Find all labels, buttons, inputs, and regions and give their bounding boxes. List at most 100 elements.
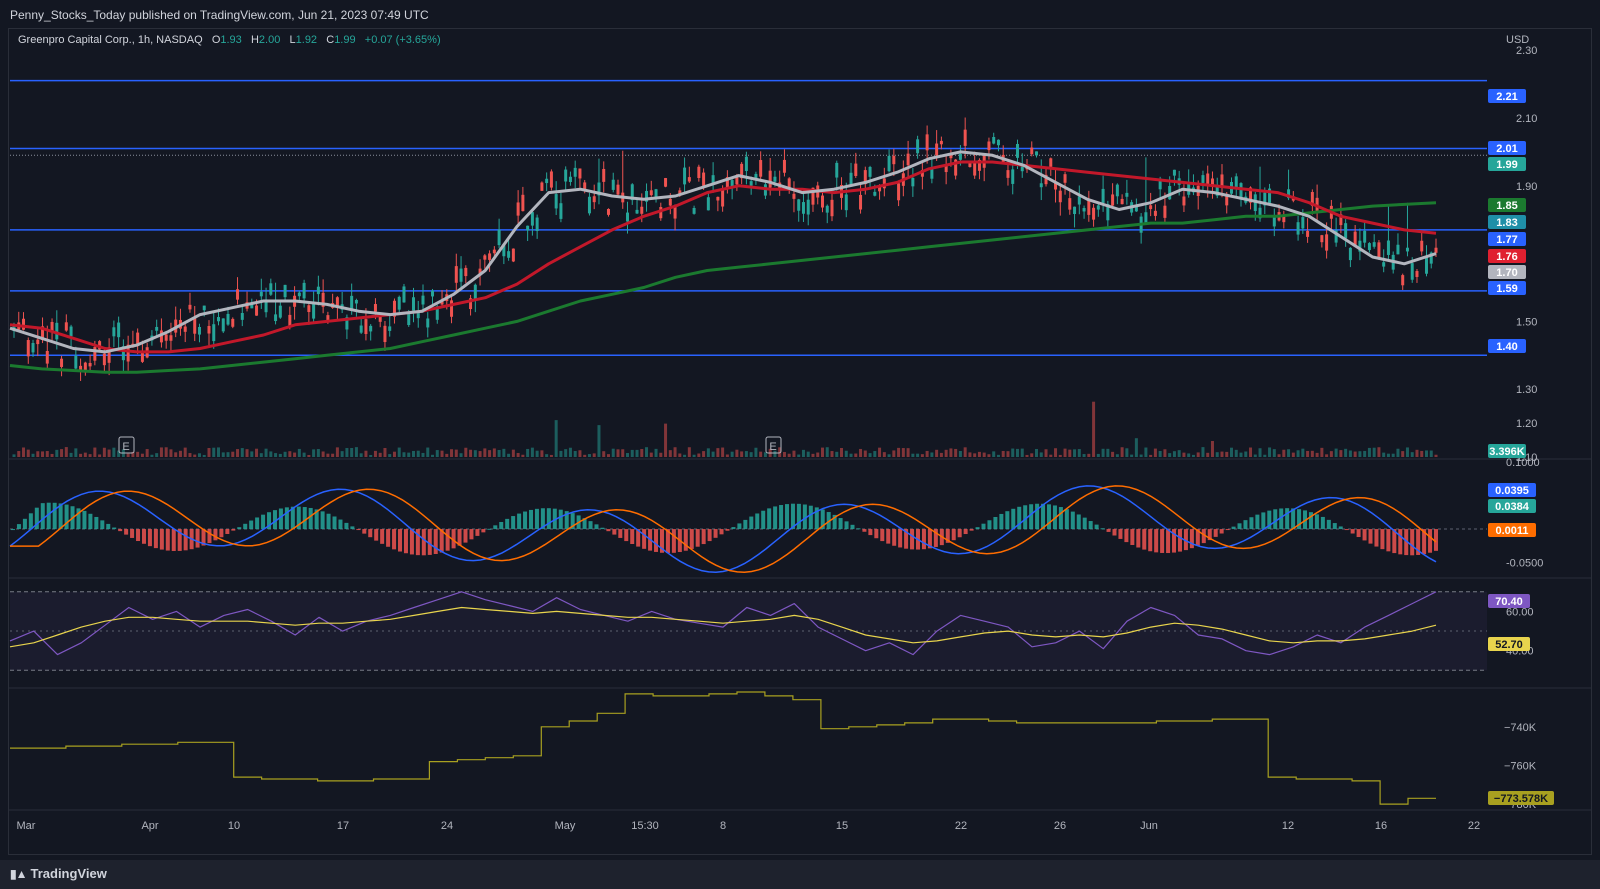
macd-histogram-bar <box>1088 521 1093 530</box>
candle-body <box>1410 263 1414 280</box>
macd-histogram-bar <box>969 529 974 531</box>
candle-body <box>1396 244 1400 255</box>
candle-body <box>1268 188 1272 203</box>
volume-bar <box>83 452 87 457</box>
candle-body <box>226 313 230 325</box>
candle-body <box>1035 151 1039 156</box>
volume-bar <box>207 448 211 457</box>
candle-body <box>397 296 401 310</box>
volume-bar <box>316 449 320 457</box>
macd-histogram-bar <box>40 503 45 530</box>
candle-body <box>121 346 125 361</box>
macd-histogram-bar <box>451 529 456 549</box>
macd-histogram-bar <box>1142 529 1147 550</box>
volume-bar <box>269 451 273 457</box>
volume-bar <box>497 449 501 457</box>
candle-body <box>1367 243 1371 251</box>
volume-bar <box>825 447 829 457</box>
macd-histogram-bar <box>16 524 21 530</box>
volume-bar <box>1287 449 1291 457</box>
volume-bar <box>288 451 292 457</box>
volume-bar <box>949 448 953 457</box>
candle-body <box>1096 205 1100 210</box>
candle-body <box>645 190 649 202</box>
macd-histogram-bar <box>183 529 188 551</box>
macd-histogram-bar <box>1308 512 1313 530</box>
candle-body <box>1087 200 1091 215</box>
macd-histogram-bar <box>624 529 629 542</box>
volume-bar <box>692 454 696 457</box>
macd-histogram-bar <box>659 529 664 553</box>
candle-body <box>626 212 630 222</box>
macd-histogram-bar <box>957 529 962 538</box>
candle-body <box>312 301 316 319</box>
volume-bar <box>954 448 958 457</box>
macd-histogram-bar <box>790 503 795 530</box>
candle-body <box>973 161 977 176</box>
price-tick-label: 1.50 <box>1516 316 1537 328</box>
macd-histogram-bar <box>1297 509 1302 530</box>
volume-bar <box>925 450 929 457</box>
macd-tick-label: -0.0500 <box>1506 558 1543 570</box>
macd-histogram-bar <box>1177 529 1182 552</box>
volume-bar <box>939 452 943 457</box>
macd-histogram-bar <box>933 529 938 547</box>
candle-body <box>773 176 777 182</box>
macd-histogram-bar <box>1314 514 1319 530</box>
candle-body <box>1049 158 1053 167</box>
volume-bar <box>1405 447 1409 457</box>
volume-bar <box>12 454 16 457</box>
volume-bar <box>421 452 425 457</box>
macd-histogram-bar <box>546 508 551 530</box>
macd-histogram-bar <box>1428 529 1433 553</box>
tradingview-logo[interactable]: ▮▲ TradingView <box>10 866 107 881</box>
volume-bar <box>659 452 663 457</box>
macd-histogram-bar <box>1011 508 1016 530</box>
macd-histogram-bar <box>94 516 99 530</box>
date-tick-label: 10 <box>228 820 240 832</box>
macd-histogram-bar <box>1023 505 1028 530</box>
rsi-ma-value-tag <box>1488 637 1530 651</box>
volume-bar <box>787 453 791 457</box>
candle-body <box>511 248 515 262</box>
macd-histogram-bar <box>588 521 593 530</box>
chart-frame[interactable] <box>8 28 1592 855</box>
volume-bar <box>763 452 767 457</box>
macd-histogram-bar <box>338 519 343 530</box>
macd-histogram-bar <box>237 527 242 530</box>
volume-bar <box>250 451 254 457</box>
candle-body <box>359 325 363 333</box>
price-tag-label: 1.77 <box>1496 234 1517 246</box>
volume-bar <box>1348 450 1352 457</box>
macd-value-tag <box>1488 483 1536 497</box>
macd-histogram-group <box>11 502 1438 556</box>
candle-body <box>193 317 197 334</box>
macd-signal-tag <box>1488 499 1536 513</box>
volume-bar <box>117 450 121 457</box>
candle-body <box>1153 210 1157 216</box>
volume-bar <box>977 451 981 457</box>
macd-histogram-bar <box>910 529 915 550</box>
volume-bar <box>231 451 235 457</box>
candle-body <box>440 300 444 305</box>
macd-histogram-bar <box>671 529 676 553</box>
volume-bar <box>326 453 330 457</box>
candle-body <box>759 160 763 177</box>
volume-bar <box>283 451 287 457</box>
rsi-tick-label: 60.00 <box>1506 606 1534 618</box>
macd-histogram-bar <box>743 519 748 530</box>
macd-histogram-bar <box>820 509 825 530</box>
volume-bar <box>159 447 163 457</box>
volume-bar <box>816 452 820 457</box>
volume-bar <box>98 454 102 457</box>
volume-bar <box>887 454 891 457</box>
candle-body <box>278 305 282 318</box>
volume-bar <box>1306 450 1310 457</box>
candle-body <box>302 282 306 299</box>
volume-bar <box>1344 448 1348 457</box>
volume-bar <box>102 447 106 457</box>
volume-bar <box>626 453 630 457</box>
earnings-marker <box>765 436 782 454</box>
volume-bar <box>721 447 725 457</box>
